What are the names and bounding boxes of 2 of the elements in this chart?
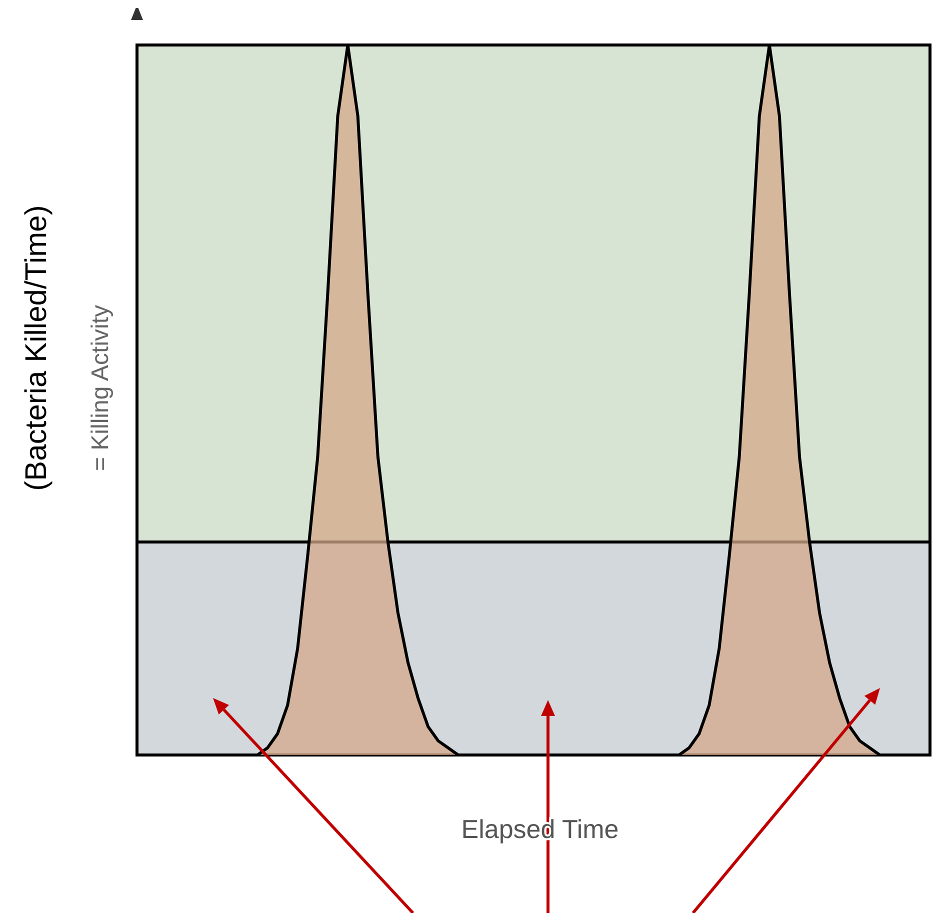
text: (Bacteria Killed/Time) [20,205,53,491]
y-axis-title: = Killing Activity [87,304,114,472]
